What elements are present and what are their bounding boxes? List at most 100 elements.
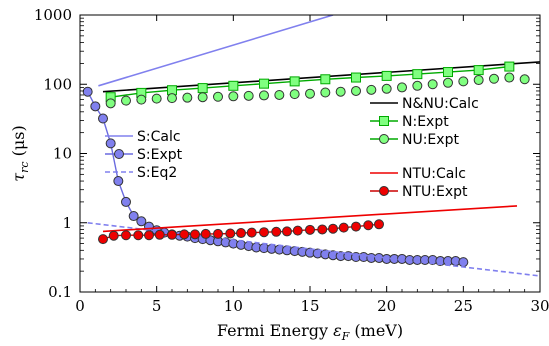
data-point	[236, 228, 246, 239]
data-point	[351, 72, 361, 83]
legend-entry: N&NU:Calc	[402, 96, 479, 112]
data-point	[443, 67, 453, 78]
data-point	[504, 72, 515, 83]
legend-entry: N:Expt	[402, 114, 449, 130]
x-tick-label: 15	[300, 297, 319, 315]
x-tick-label: 0	[75, 297, 85, 315]
y-tick-label: 1	[62, 214, 72, 232]
data-point	[320, 87, 331, 98]
legend-layer: N&NU:Calc N:Expt NU:Expt S:Calc S:Expt S:Eq2 N…	[105, 96, 479, 200]
data-point	[412, 69, 423, 80]
y-tick-label: 100	[43, 75, 72, 93]
data-point	[381, 83, 392, 94]
ticks-layer: 0 5 10 15 20 25 30 0.1 1 10 100 1000	[34, 6, 549, 315]
data-point	[458, 76, 469, 87]
data-point	[121, 230, 131, 241]
y-tick-label: 0.1	[48, 283, 72, 301]
data-point	[292, 225, 303, 236]
data-point	[144, 230, 154, 241]
x-tick-label: 5	[152, 297, 162, 315]
data-point	[289, 89, 300, 100]
data-point	[379, 116, 389, 126]
y-tick-label: 1000	[34, 6, 72, 24]
x-tick-label: 25	[454, 297, 473, 315]
data-point	[151, 93, 162, 104]
data-point	[320, 74, 331, 85]
series-layer	[82, 15, 540, 277]
data-point	[427, 79, 438, 90]
data-point	[271, 226, 282, 237]
data-point	[519, 74, 530, 85]
data-point	[167, 93, 177, 104]
x-tick-label: 20	[377, 297, 396, 315]
x-tick-label: 30	[530, 297, 549, 315]
data-point	[473, 75, 484, 86]
data-point	[121, 95, 131, 106]
data-point	[182, 92, 193, 103]
data-point	[504, 61, 515, 72]
data-point	[136, 94, 147, 105]
data-point	[105, 138, 116, 149]
data-point	[190, 229, 200, 240]
data-point	[366, 84, 377, 95]
data-point	[489, 73, 499, 84]
data-point	[128, 211, 139, 222]
data-point	[317, 224, 328, 235]
data-point	[213, 228, 223, 239]
data-point	[338, 222, 349, 233]
x-axis-label: Fermi Energy εF (meV)	[217, 321, 403, 343]
data-point	[154, 229, 165, 240]
data-point	[90, 101, 101, 112]
data-point	[246, 227, 257, 238]
data-point	[305, 224, 315, 235]
data-point	[167, 229, 177, 240]
data-point	[351, 221, 361, 232]
data-point	[473, 65, 484, 76]
data-point	[259, 78, 269, 89]
y-axis-label: τrc (μs)	[9, 125, 31, 181]
legend-entry: NTU:Calc	[402, 166, 466, 182]
legend-entry: S:Calc	[137, 129, 181, 145]
data-point	[98, 113, 108, 124]
data-point	[113, 176, 124, 187]
data-point	[108, 230, 119, 241]
data-point	[397, 82, 407, 93]
series-line	[110, 65, 510, 98]
data-point	[335, 86, 346, 97]
data-point	[228, 91, 239, 102]
data-point	[228, 80, 239, 91]
x-tick-label: 10	[224, 297, 243, 315]
legend-entry: S:Expt	[137, 147, 183, 163]
data-point	[197, 83, 208, 94]
y-tick-label: 10	[53, 145, 72, 163]
series-line	[102, 205, 518, 233]
data-point	[458, 257, 469, 268]
data-point	[259, 90, 269, 101]
data-point	[243, 90, 254, 101]
data-point	[200, 228, 211, 239]
data-point	[105, 98, 116, 109]
data-point	[381, 70, 392, 81]
data-point	[82, 86, 93, 97]
data-point	[98, 234, 108, 245]
data-point	[133, 230, 144, 241]
data-point	[213, 91, 223, 102]
data-point	[282, 226, 292, 237]
data-point	[179, 229, 190, 240]
data-point	[351, 85, 361, 96]
data-point	[363, 220, 374, 231]
data-point	[121, 196, 131, 207]
data-point	[259, 227, 269, 238]
data-point	[379, 186, 389, 196]
series-line	[98, 15, 334, 87]
data-point	[328, 223, 338, 234]
data-point	[305, 88, 315, 99]
data-point	[374, 219, 384, 230]
legend-entry: NU:Expt	[402, 132, 459, 148]
legend-entry: NTU:Expt	[402, 184, 468, 200]
data-point	[197, 92, 208, 103]
legend-entry: S:Eq2	[137, 165, 177, 181]
data-point	[412, 80, 423, 91]
data-point	[136, 216, 147, 227]
